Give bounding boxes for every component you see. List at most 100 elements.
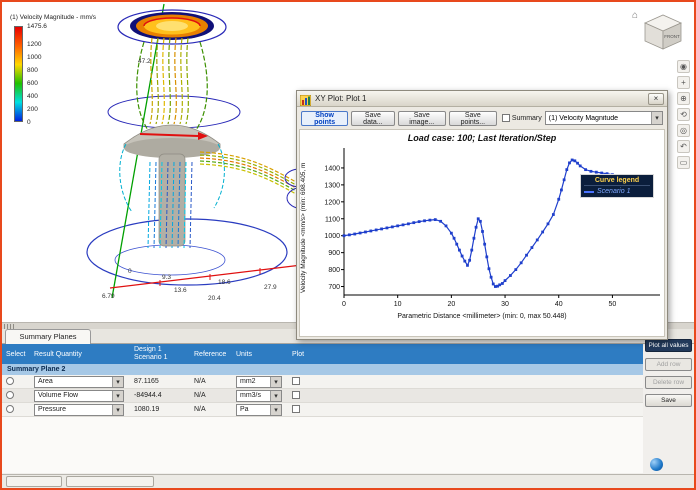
delete-row-button[interactable]: Delete row: [645, 376, 692, 389]
minimized-panel-tab-2[interactable]: [66, 476, 154, 487]
header-result-quantity: Result Quantity: [34, 350, 82, 358]
xy-plot-canvas[interactable]: 700 800 900 1000 1100 1200 1300 1400 0 10 20 30 40 50: [314, 143, 662, 313]
data-point-marker: [493, 285, 497, 288]
plot-checkbox[interactable]: [292, 376, 300, 385]
summary-checkbox-label: Summary: [511, 114, 542, 122]
table-body: Area ▾ 87.1165 N/A mm2 ▾ Volume Flow ▾ -84944.4 N…: [2, 375, 643, 417]
data-point-marker: [460, 254, 464, 258]
previous-view-icon[interactable]: ↶: [677, 140, 690, 153]
y-tick-label: 900: [328, 250, 340, 257]
data-point-marker: [458, 248, 461, 252]
reference-value: N/A: [194, 378, 206, 385]
data-point-marker: [423, 219, 426, 223]
legend-tick-label: 400: [27, 92, 38, 100]
result-quantity-dropdown[interactable]: Pressure ▾: [34, 403, 124, 416]
data-point-marker: [560, 188, 563, 192]
data-point-marker: [496, 284, 499, 288]
window-zoom-icon[interactable]: ▭: [677, 156, 690, 169]
data-point-marker: [468, 258, 472, 262]
velocity-legend: (1) Velocity Magnitude - mm/s 1475.6 1200…: [10, 14, 140, 126]
pan-icon[interactable]: +: [677, 76, 690, 89]
quantity-dropdown[interactable]: (1) Velocity Magnitude ▾: [544, 111, 663, 125]
xy-plot-icon: [299, 93, 312, 107]
save-points-button[interactable]: Save points...: [448, 110, 497, 126]
units-dropdown[interactable]: Pa ▾: [236, 403, 282, 416]
data-point-marker: [470, 248, 474, 252]
window-titlebar[interactable]: XY Plot: Plot 1 ×: [297, 91, 667, 107]
data-point-marker: [428, 218, 432, 222]
steering-wheel-icon[interactable]: ◉: [677, 60, 690, 73]
look-at-icon[interactable]: ◎: [677, 124, 690, 137]
plot-checkbox[interactable]: [292, 404, 300, 413]
scenario-value: 87.1165: [134, 378, 159, 385]
result-quantity-value: Volume Flow: [38, 392, 79, 399]
legend-tick-label: 1000: [27, 53, 42, 61]
view-cube[interactable]: FRONT: [640, 8, 686, 54]
units-dropdown[interactable]: mm2 ▾: [236, 375, 282, 388]
data-point-marker: [489, 275, 493, 279]
table-row: Pressure ▾ 1080.19 N/A Pa ▾: [2, 403, 643, 417]
plot-all-values-button[interactable]: Plot all values: [645, 339, 692, 352]
legend-tick-label: 1200: [27, 40, 42, 48]
y-tick-label: 1000: [324, 233, 340, 240]
data-point-marker: [568, 161, 571, 165]
summary-checkbox[interactable]: [501, 114, 510, 122]
select-radio[interactable]: [6, 390, 14, 399]
y-tick-label: 800: [328, 267, 340, 274]
zoom-icon[interactable]: ⊕: [677, 92, 690, 105]
orbit-icon[interactable]: ⟲: [677, 108, 690, 121]
minimized-panel-tab-1[interactable]: [6, 476, 62, 487]
legend-tick-label: 800: [27, 66, 38, 74]
result-quantity-dropdown[interactable]: Area ▾: [34, 375, 124, 388]
legend-colorbar: [14, 26, 23, 122]
axis-tick-label: 9.3: [162, 274, 172, 281]
close-icon[interactable]: ×: [648, 92, 664, 105]
data-point-marker: [364, 230, 367, 234]
data-point-marker: [455, 242, 459, 246]
scenario-value: 1080.19: [134, 406, 160, 413]
plot-checkbox[interactable]: [292, 390, 300, 399]
table-row: Volume Flow ▾ -84944.4 N/A mm3/s ▾: [2, 389, 643, 403]
select-radio[interactable]: [6, 404, 14, 413]
series-color-swatch: [584, 190, 594, 193]
units-dropdown[interactable]: mm3/s ▾: [236, 389, 282, 402]
save-data-button[interactable]: Save data...: [351, 110, 395, 126]
data-point-marker: [573, 159, 577, 163]
data-point-marker: [498, 283, 502, 287]
notification-ball-icon[interactable]: [650, 458, 663, 471]
data-point-marker: [546, 222, 550, 226]
data-point-marker: [385, 226, 389, 230]
data-point-marker: [412, 221, 416, 225]
chevron-down-icon: ▾: [112, 404, 123, 415]
axis-tick-label: 6.79: [102, 293, 115, 300]
data-point-marker: [474, 225, 478, 229]
tab-summary-planes[interactable]: Summary Planes: [5, 329, 91, 344]
data-point-marker: [396, 224, 400, 228]
data-point-marker: [449, 231, 453, 235]
data-point-marker: [551, 213, 555, 216]
table-row: Area ▾ 87.1165 N/A mm2 ▾: [2, 375, 643, 389]
result-quantity-dropdown[interactable]: Volume Flow ▾: [34, 389, 124, 402]
plot-toolbar: Show points Save data... Save image... S…: [297, 107, 667, 129]
show-points-button[interactable]: Show points: [301, 110, 349, 126]
data-point-marker: [535, 238, 539, 242]
add-row-button[interactable]: Add row: [645, 358, 692, 371]
chevron-down-icon: ▾: [270, 390, 281, 401]
x-tick-label: 50: [609, 301, 617, 308]
axis-tick-label: 18.6: [218, 279, 231, 286]
axis-tick-label: 13.6: [174, 287, 187, 294]
data-point-marker: [589, 169, 593, 173]
data-point-marker: [444, 224, 448, 228]
bottom-docked-bar: [2, 474, 694, 488]
save-image-button[interactable]: Save image...: [397, 110, 446, 126]
data-point-marker: [487, 267, 491, 271]
select-radio[interactable]: [6, 376, 14, 385]
save-button[interactable]: Save: [645, 394, 692, 407]
legend-tick-label: 0: [27, 119, 31, 126]
xy-plot-window: XY Plot: Plot 1 × Show points Save data.…: [296, 90, 668, 340]
data-point-marker: [481, 230, 484, 233]
legend-tick-label: 1475.6: [27, 23, 47, 30]
flow-model[interactable]: [52, 2, 332, 322]
home-icon[interactable]: ⌂: [631, 10, 638, 21]
data-point-marker: [562, 178, 566, 182]
